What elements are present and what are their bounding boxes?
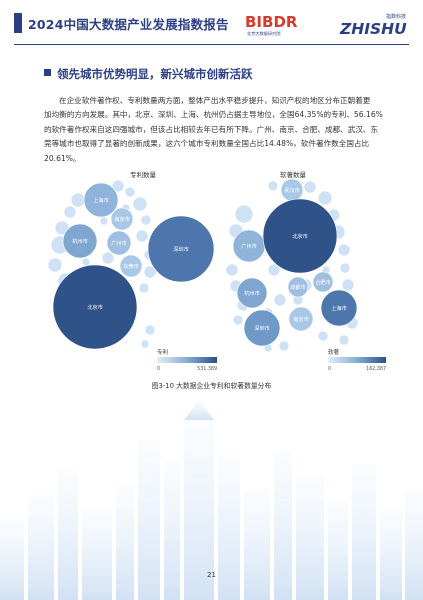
bubble-hangzhou xyxy=(62,223,98,259)
page-header: 2024中国大数据产业发展指数报告 BIBDR 北京大数据研究院 指数科技 ZH… xyxy=(0,0,423,46)
bubble-shenzhen xyxy=(147,215,215,283)
patent-legend: 专利 0 531,389 xyxy=(157,348,217,372)
zhishu-logo-subtext: 指数科技 xyxy=(386,13,406,20)
bibdr-logo: BIBDR 北京大数据研究院 xyxy=(245,13,298,37)
patent-legend-title: 专利 xyxy=(157,348,168,356)
label-hangzhou: 杭州市 xyxy=(72,237,88,245)
bubble-hangzhou-2 xyxy=(236,277,268,309)
bibdr-logo-text: BIBDR xyxy=(245,13,298,31)
paragraph-line: 20.61%。 xyxy=(44,153,81,163)
label-hefei: 合肥市 xyxy=(315,278,331,286)
label-wuhan: 武汉市 xyxy=(284,186,300,194)
patent-background-bubbles xyxy=(47,179,157,349)
bubble-dongguan xyxy=(119,254,143,278)
label-guangzhou-2: 广州市 xyxy=(241,242,257,250)
zhishu-logo: 指数科技 ZHISHU xyxy=(339,13,407,38)
bubble-nanjing xyxy=(110,207,134,231)
bubble-beijing xyxy=(52,264,138,350)
label-nanjing: 南京市 xyxy=(114,215,130,223)
bubble-beijing-2 xyxy=(262,198,338,274)
paragraph-line: 的软件著作权来自这四强城市，但该占比相较去年已有所下降。广州、南京、合肥、成都、… xyxy=(44,124,379,134)
software-legend-max: 162,387 xyxy=(366,366,386,372)
zhishu-logo-text: ZHISHU xyxy=(339,20,407,38)
label-nanjing-2: 南京市 xyxy=(293,315,309,323)
label-beijing: 北京市 xyxy=(87,303,103,311)
software-background-bubbles xyxy=(225,180,359,353)
software-chart-title: 软著数量 xyxy=(280,170,307,179)
label-shanghai-2: 上海市 xyxy=(331,304,347,312)
paragraph-line: 在企业软件著作权、专利数量两方面，整体产出水平稳步提升，知识产权的地区分布正朝着… xyxy=(59,96,371,105)
bibdr-logo-subtext: 北京大数据研究院 xyxy=(247,30,281,37)
bubble-hefei xyxy=(312,271,334,293)
section-bullet-icon xyxy=(44,69,51,76)
patent-bubbles xyxy=(52,182,215,350)
software-bubbles xyxy=(232,178,358,347)
patent-legend-max: 531,389 xyxy=(197,366,217,372)
city-skyline-illustration xyxy=(0,400,423,600)
label-hangzhou-2: 杭州市 xyxy=(244,289,260,297)
section-heading-text: 领先城市优势明显，新兴城市创新活跃 xyxy=(57,67,253,81)
header-divider xyxy=(14,44,409,45)
figure-caption: 图3-10 大数据企业专利和软著数量分布 xyxy=(151,382,272,390)
label-guangzhou: 广州市 xyxy=(111,239,127,247)
page-number: 21 xyxy=(207,571,216,579)
bubble-nanjing-2 xyxy=(288,306,314,332)
label-shanghai: 上海市 xyxy=(93,196,109,204)
label-beijing-2: 北京市 xyxy=(292,232,308,240)
paragraph-line: 莞等城市也取得了显著的创新成果，这六个城市专利数量全国占比14.48%，软件著作… xyxy=(44,139,370,149)
label-shenzhen-2: 深圳市 xyxy=(254,324,270,332)
bubble-shenzhen-2 xyxy=(243,309,281,347)
bubble-shanghai-2 xyxy=(320,289,358,327)
bubble-shanghai xyxy=(83,182,119,218)
software-legend: 软著 0 162,387 xyxy=(328,348,386,372)
header-accent-bar xyxy=(14,13,22,33)
bubble-guangzhou xyxy=(106,230,132,256)
software-legend-min: 0 xyxy=(328,366,331,372)
label-chengdu: 成都市 xyxy=(290,283,306,291)
patent-bubble-labels: 上海市 南京市 杭州市 广州市 东莞市 深圳市 北京市 xyxy=(72,196,189,311)
label-dongguan: 东莞市 xyxy=(123,262,139,270)
bubble-chengdu xyxy=(287,276,309,298)
report-title: 2024中国大数据产业发展指数报告 xyxy=(28,17,229,32)
section-heading: 领先城市优势明显，新兴城市创新活跃 xyxy=(44,66,253,82)
label-shenzhen: 深圳市 xyxy=(173,245,189,253)
patent-chart-title: 专利数量 xyxy=(130,170,157,179)
paragraph-line: 加均衡的方向发展。其中，北京、深圳、上海、杭州仍占据主导地位，全国64.35%的… xyxy=(44,110,383,120)
patent-legend-min: 0 xyxy=(157,366,160,372)
body-paragraph: 在企业软件著作权、专利数量两方面，整体产出水平稳步提升，知识产权的地区分布正朝着… xyxy=(44,94,383,166)
software-legend-title: 软著 xyxy=(328,348,340,356)
software-bubble-labels: 武汉市 广州市 北京市 杭州市 成都市 合肥市 上海市 南京市 深圳市 xyxy=(241,186,347,332)
